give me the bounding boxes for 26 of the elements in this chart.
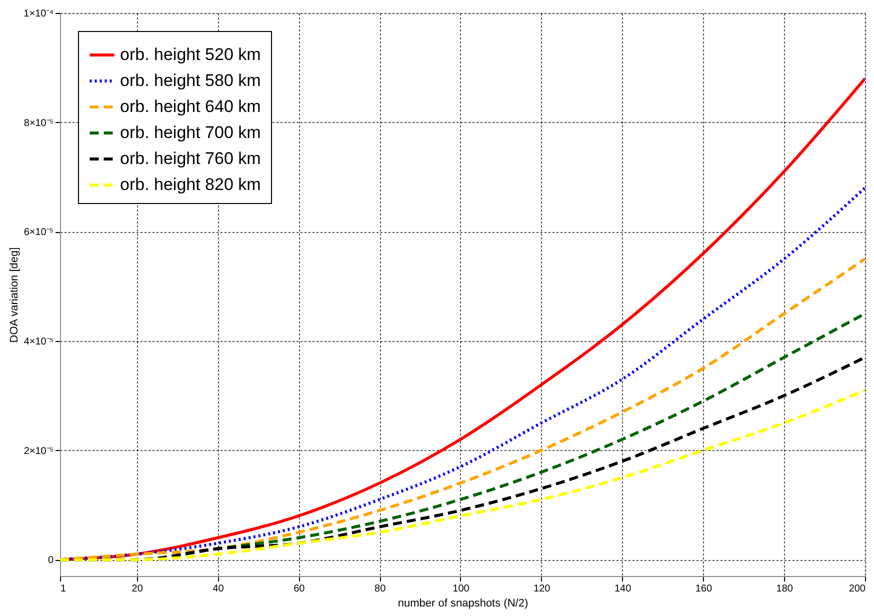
x-tick-label: 180 <box>776 584 794 594</box>
legend-label: orb. height 700 km <box>120 123 261 142</box>
legend-label: orb. height 640 km <box>120 97 261 116</box>
y-tick-label: 0 <box>48 555 54 566</box>
y-tick-label: 8×10⁻⁵ <box>24 118 54 129</box>
x-tick-label: 60 <box>294 584 306 594</box>
legend-label: orb. height 820 km <box>120 175 261 194</box>
x-tick-label: 140 <box>614 584 632 594</box>
x-tick-label: 40 <box>212 584 224 594</box>
y-tick-label: 2×10⁻⁵ <box>24 446 54 457</box>
x-tick-label: 1 <box>60 584 66 594</box>
line-series <box>60 388 865 562</box>
y-axis-title: DOA variation [deg] <box>8 247 21 343</box>
x-tick-label: 120 <box>534 584 551 594</box>
x-tick-label: 200 <box>848 584 866 594</box>
x-tick-label: 20 <box>132 584 144 594</box>
y-tick-label: 1×10⁻⁴ <box>24 8 54 20</box>
x-tick-label: 80 <box>374 584 386 594</box>
x-tick-label: 100 <box>452 584 470 594</box>
x-axis-title: number of snapshots (N/2) <box>398 598 528 610</box>
legend-label: orb. height 520 km <box>120 45 261 64</box>
legend-label: orb. height 760 km <box>120 149 261 168</box>
legend-label: orb. height 580 km <box>120 71 261 90</box>
y-tick-label: 4×10⁻⁵ <box>24 336 54 348</box>
y-tick-label: 6×10⁻⁵ <box>24 227 54 238</box>
x-tick-label: 160 <box>695 584 712 594</box>
